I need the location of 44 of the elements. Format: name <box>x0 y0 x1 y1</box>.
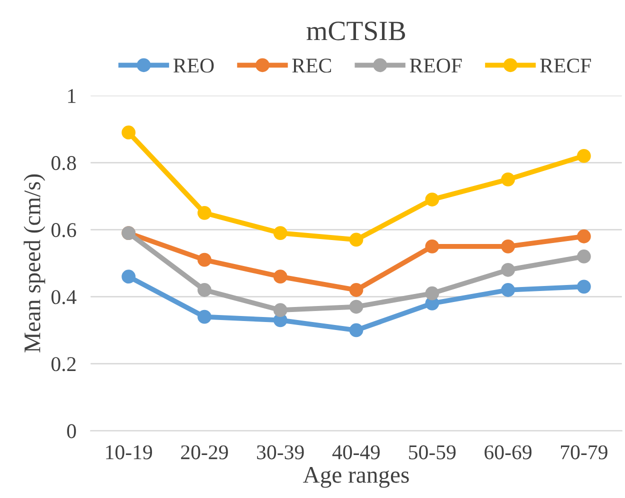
y-axis-title: Mean speed (cm/s) <box>24 174 46 352</box>
point <box>198 252 212 267</box>
point <box>425 286 440 300</box>
point <box>501 283 515 297</box>
point <box>273 270 288 284</box>
legend-label: RECF <box>540 58 591 73</box>
point <box>198 310 212 324</box>
point <box>349 300 364 314</box>
point <box>122 270 136 284</box>
point <box>576 229 591 244</box>
x-tick-label: 20-29 <box>181 445 228 460</box>
point <box>349 323 364 338</box>
y-tick-label: 0 <box>67 424 76 438</box>
legend-label: REO <box>173 58 214 73</box>
point <box>349 283 364 297</box>
x-axis-title: Age ranges <box>303 467 409 488</box>
point <box>349 232 364 247</box>
y-tick-label: 0.2 <box>51 357 76 372</box>
chart-title: mCTSIB <box>306 22 406 40</box>
point <box>198 206 212 220</box>
legend-label: REOF <box>410 58 462 73</box>
y-tick-label: 0.6 <box>51 223 76 238</box>
y-tick-label: 0.8 <box>51 156 76 170</box>
x-tick-label: 10-19 <box>106 445 152 460</box>
x-tick-label: 50-59 <box>409 445 456 460</box>
point <box>501 172 515 186</box>
x-tick-label: 60-69 <box>484 445 532 460</box>
point <box>576 250 591 264</box>
y-tick-label: 1 <box>68 89 76 103</box>
point <box>501 262 515 277</box>
point <box>273 303 288 318</box>
x-tick-label: 30-39 <box>257 445 304 460</box>
point <box>198 283 212 297</box>
point <box>501 239 515 254</box>
x-tick-label: 70-79 <box>561 445 608 460</box>
point <box>576 149 591 163</box>
x-tick-label: 40-49 <box>332 445 380 460</box>
y-tick-label: 0.4 <box>51 290 76 304</box>
point <box>273 226 288 240</box>
point <box>425 239 440 254</box>
legend-label: REC <box>292 58 332 73</box>
point <box>425 192 440 206</box>
point <box>122 126 136 140</box>
point <box>576 280 591 294</box>
